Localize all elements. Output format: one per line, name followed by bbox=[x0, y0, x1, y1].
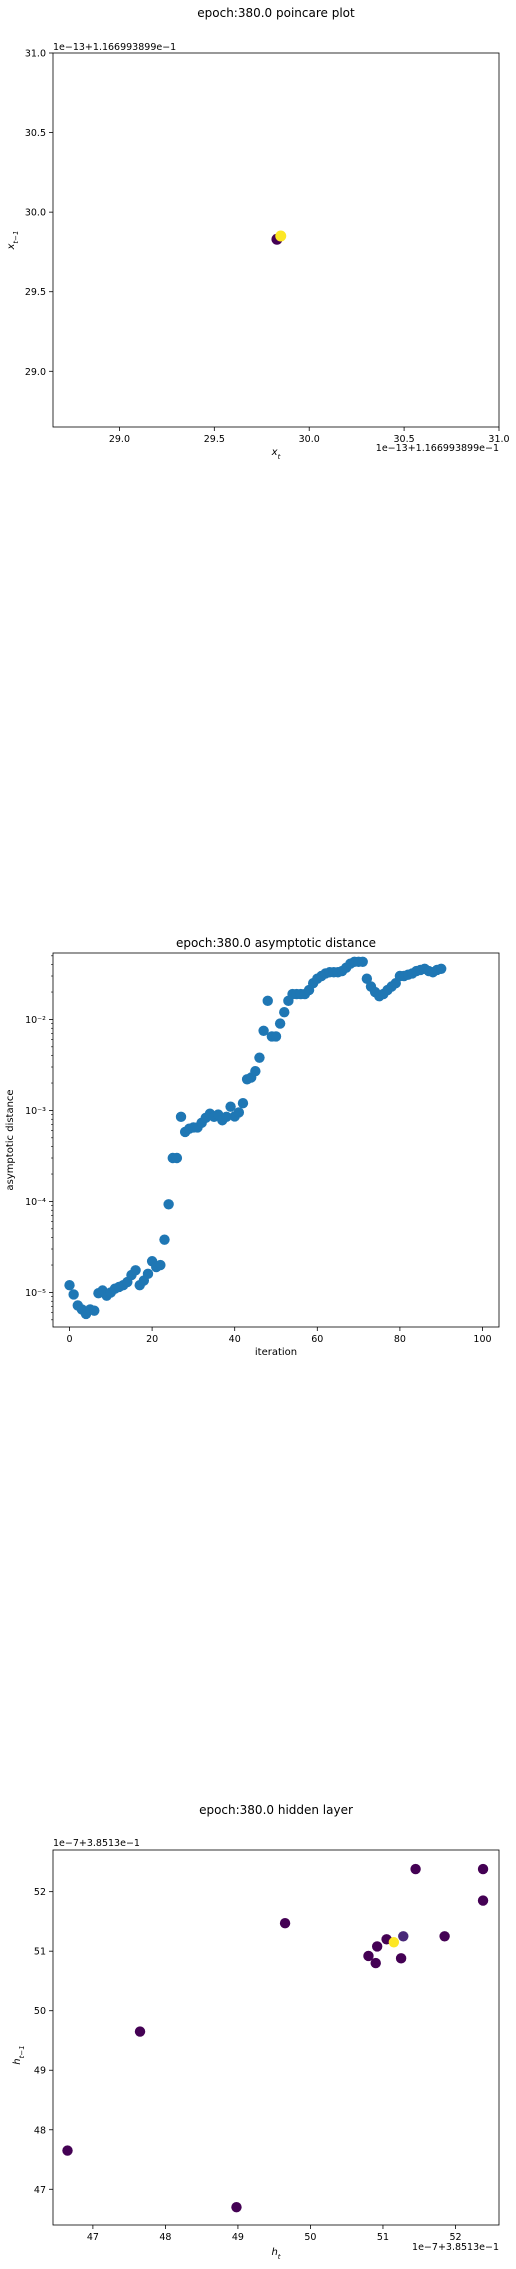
scatter-point bbox=[64, 1280, 75, 1291]
x-tick-label: 50 bbox=[304, 2232, 316, 2243]
x-tick-label: 51 bbox=[377, 2232, 389, 2243]
x-tick-label: 47 bbox=[87, 2232, 99, 2243]
x-tick-label: 30.5 bbox=[394, 434, 415, 445]
scatter-point bbox=[395, 1953, 407, 1964]
scatter-points bbox=[64, 956, 447, 1320]
scatter-point bbox=[231, 2201, 242, 2213]
y-tick-label: 48 bbox=[34, 2125, 46, 2136]
scatter-point bbox=[410, 1863, 421, 1875]
scatter-point bbox=[477, 1895, 489, 1906]
scatter-point bbox=[159, 1234, 170, 1245]
scatter-points bbox=[271, 230, 287, 245]
chart-title: epoch:380.0 asymptotic distance bbox=[176, 936, 376, 950]
hidden-layer-chart: epoch:380.0 hidden layer 1e−7+3.8513e−1 … bbox=[12, 1803, 500, 2261]
y-tick-label: 10⁻⁵ bbox=[25, 1288, 46, 1299]
y-tick-label: 47 bbox=[34, 2185, 46, 2196]
scatter-point bbox=[89, 1305, 100, 1316]
scatter-point bbox=[370, 1957, 381, 1969]
scatter-point bbox=[357, 956, 368, 967]
scatter-point bbox=[254, 1052, 265, 1063]
scatter-point bbox=[270, 1031, 282, 1042]
scatter-point bbox=[142, 1268, 154, 1280]
scatter-point bbox=[371, 1941, 383, 1952]
y-tick-label: 29.0 bbox=[25, 367, 46, 378]
x-tick-label: 48 bbox=[159, 2232, 171, 2243]
x-tick-label: 40 bbox=[229, 1334, 241, 1345]
y-offset-text: 1e−7+3.8513e−1 bbox=[53, 1838, 140, 1849]
y-tick-label: 10⁻³ bbox=[25, 1106, 46, 1117]
x-tick-label: 100 bbox=[473, 1334, 491, 1345]
plot-frame bbox=[52, 52, 500, 428]
x-tick-label: 80 bbox=[394, 1334, 406, 1345]
y-tick-label: 49 bbox=[34, 2066, 46, 2077]
x-tick-label: 0 bbox=[66, 1334, 72, 1345]
y-offset-text: 1e−13+1.166993899e−1 bbox=[53, 42, 176, 53]
y-axis-label: ht−1 bbox=[12, 2045, 26, 2064]
scatter-point bbox=[62, 2145, 73, 2156]
x-tick-label: 31.0 bbox=[488, 434, 509, 445]
y-axis-label: xt−1 bbox=[6, 231, 20, 251]
scatter-point bbox=[175, 1111, 187, 1123]
axis-ticks: 29.0 29.5 30.0 30.5 31.0 29.0 29.5 30.0 30.5 31.0 bbox=[25, 49, 510, 446]
scatter-point bbox=[171, 1152, 183, 1164]
scatter-point bbox=[398, 1931, 409, 1942]
scatter-point bbox=[477, 1863, 489, 1875]
scatter-point bbox=[262, 995, 273, 1007]
plot-frame bbox=[52, 1849, 500, 2226]
scatter-point bbox=[361, 973, 373, 984]
scatter-point bbox=[274, 1018, 286, 1029]
scatter-point bbox=[233, 1107, 245, 1118]
scatter-point bbox=[130, 1265, 141, 1276]
x-offset-text: 1e−13+1.166993899e−1 bbox=[376, 443, 499, 454]
x-tick-label: 52 bbox=[449, 2232, 461, 2243]
x-tick-label: 29.0 bbox=[109, 434, 130, 445]
chart-title: epoch:380.0 hidden layer bbox=[199, 1803, 353, 1817]
scatter-point bbox=[439, 1931, 450, 1942]
scatter-point bbox=[275, 230, 287, 242]
axis-ticks: 0 20 40 60 80 100 10⁻⁵ 10⁻⁴ 10⁻³ 10⁻² bbox=[25, 955, 492, 1345]
plot-frame bbox=[52, 952, 500, 1328]
y-tick-label: 51 bbox=[34, 1947, 46, 1958]
y-tick-label: 29.5 bbox=[25, 287, 46, 298]
y-tick-label: 30.5 bbox=[25, 128, 46, 139]
y-axis-label: asymptotic distance bbox=[5, 1089, 16, 1190]
scatter-point bbox=[155, 1259, 166, 1271]
poincare-chart: epoch:380.0 poincare plot 1e−13+1.166993… bbox=[6, 6, 510, 461]
x-tick-label: 30.0 bbox=[299, 434, 320, 445]
x-axis-label: xt bbox=[271, 447, 281, 461]
scatter-points bbox=[62, 1863, 489, 2213]
x-tick-label: 49 bbox=[232, 2232, 244, 2243]
x-tick-label: 20 bbox=[146, 1334, 158, 1345]
x-tick-label: 60 bbox=[311, 1334, 323, 1345]
scatter-point bbox=[363, 1950, 374, 1962]
y-tick-label: 52 bbox=[34, 1887, 46, 1898]
y-tick-label: 30.0 bbox=[25, 208, 46, 219]
x-axis-label: ht bbox=[271, 2247, 280, 2261]
scatter-point bbox=[221, 1111, 232, 1123]
y-tick-label: 10⁻⁴ bbox=[25, 1197, 46, 1208]
x-axis-label: iteration bbox=[255, 1347, 297, 1358]
scatter-point bbox=[163, 1199, 174, 1210]
scatter-point bbox=[237, 1098, 249, 1109]
scatter-point bbox=[225, 1101, 236, 1112]
y-tick-label: 50 bbox=[34, 2006, 46, 2017]
scatter-point bbox=[279, 1918, 291, 1929]
scatter-point bbox=[250, 1065, 261, 1077]
asymptotic-distance-chart: epoch:380.0 asymptotic distance 0 20 40 60 8… bbox=[5, 936, 500, 1358]
scatter-point bbox=[258, 1025, 269, 1036]
x-tick-label: 29.5 bbox=[204, 434, 225, 445]
scatter-point bbox=[68, 1289, 79, 1300]
scatter-point bbox=[279, 1007, 290, 1018]
y-tick-label: 31.0 bbox=[25, 49, 46, 60]
y-tick-label: 10⁻² bbox=[25, 1015, 46, 1026]
chart-title: epoch:380.0 poincare plot bbox=[197, 6, 355, 20]
scatter-point bbox=[388, 1937, 400, 1948]
x-offset-text: 1e−7+3.8513e−1 bbox=[412, 2242, 499, 2253]
scatter-point bbox=[134, 2026, 146, 2037]
scatter-point bbox=[435, 963, 447, 975]
axis-ticks: 47 48 49 50 51 52 47 48 49 50 51 52 bbox=[34, 1887, 462, 2243]
